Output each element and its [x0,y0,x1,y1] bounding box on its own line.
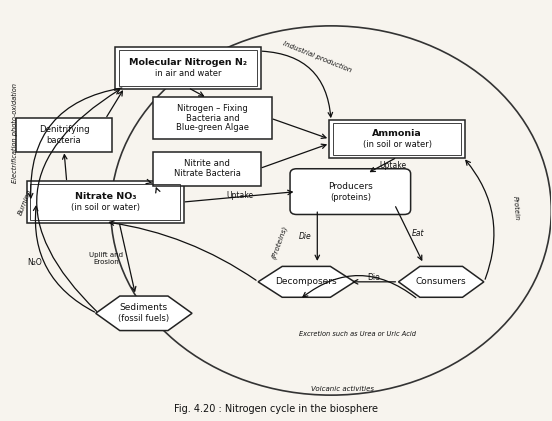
Text: Uptake: Uptake [380,161,407,170]
FancyBboxPatch shape [26,181,184,223]
Text: Producers: Producers [328,182,373,191]
Text: Nitrate NO₃: Nitrate NO₃ [75,192,136,201]
FancyBboxPatch shape [115,47,261,89]
Text: N₂O: N₂O [28,258,42,267]
Polygon shape [258,266,354,297]
Text: Protein: Protein [512,196,519,221]
Text: Nitrate Bacteria: Nitrate Bacteria [174,170,241,179]
Text: Nitrogen – Fixing: Nitrogen – Fixing [177,104,248,113]
Text: Denitrifying: Denitrifying [39,125,89,134]
Text: Uptake: Uptake [227,191,254,200]
Text: Molecular Nitrogen N₂: Molecular Nitrogen N₂ [129,58,247,67]
Polygon shape [399,266,484,297]
Polygon shape [95,296,192,330]
Text: Volcanic activities: Volcanic activities [311,386,374,392]
Text: Fig. 4.20 : Nitrogen cycle in the biosphere: Fig. 4.20 : Nitrogen cycle in the biosph… [174,404,378,413]
Text: Bacteria and: Bacteria and [186,114,240,123]
FancyBboxPatch shape [330,120,465,158]
Text: Nitrite and: Nitrite and [184,159,230,168]
Text: Die: Die [368,273,380,282]
Text: Burning: Burning [18,188,34,216]
Text: Uplift and
Erosion: Uplift and Erosion [89,252,124,265]
Text: (in soil or water): (in soil or water) [71,203,140,212]
Text: in air and water: in air and water [155,69,221,78]
Text: (fossil fuels): (fossil fuels) [118,314,169,323]
FancyBboxPatch shape [290,169,411,214]
Text: Sediments: Sediments [120,304,168,312]
Text: Blue-green Algae: Blue-green Algae [176,123,249,132]
Text: bacteria: bacteria [47,136,81,145]
FancyBboxPatch shape [15,118,113,152]
FancyBboxPatch shape [153,152,261,186]
Text: Excretion such as Urea or Uric Acid: Excretion such as Urea or Uric Acid [299,331,416,337]
Text: (Proteins): (Proteins) [270,224,289,260]
Text: Eat: Eat [412,229,424,238]
Text: Decomposers: Decomposers [275,277,337,286]
Text: Die: Die [299,232,311,241]
Text: Consumers: Consumers [416,277,466,286]
Text: (in soil or water): (in soil or water) [363,140,432,149]
Text: Ammonia: Ammonia [372,129,422,138]
Text: (proteins): (proteins) [330,192,371,202]
Text: Industrial production: Industrial production [282,41,353,74]
Text: Electrification photo-oxidation: Electrification photo-oxidation [12,83,18,183]
FancyBboxPatch shape [153,97,272,139]
